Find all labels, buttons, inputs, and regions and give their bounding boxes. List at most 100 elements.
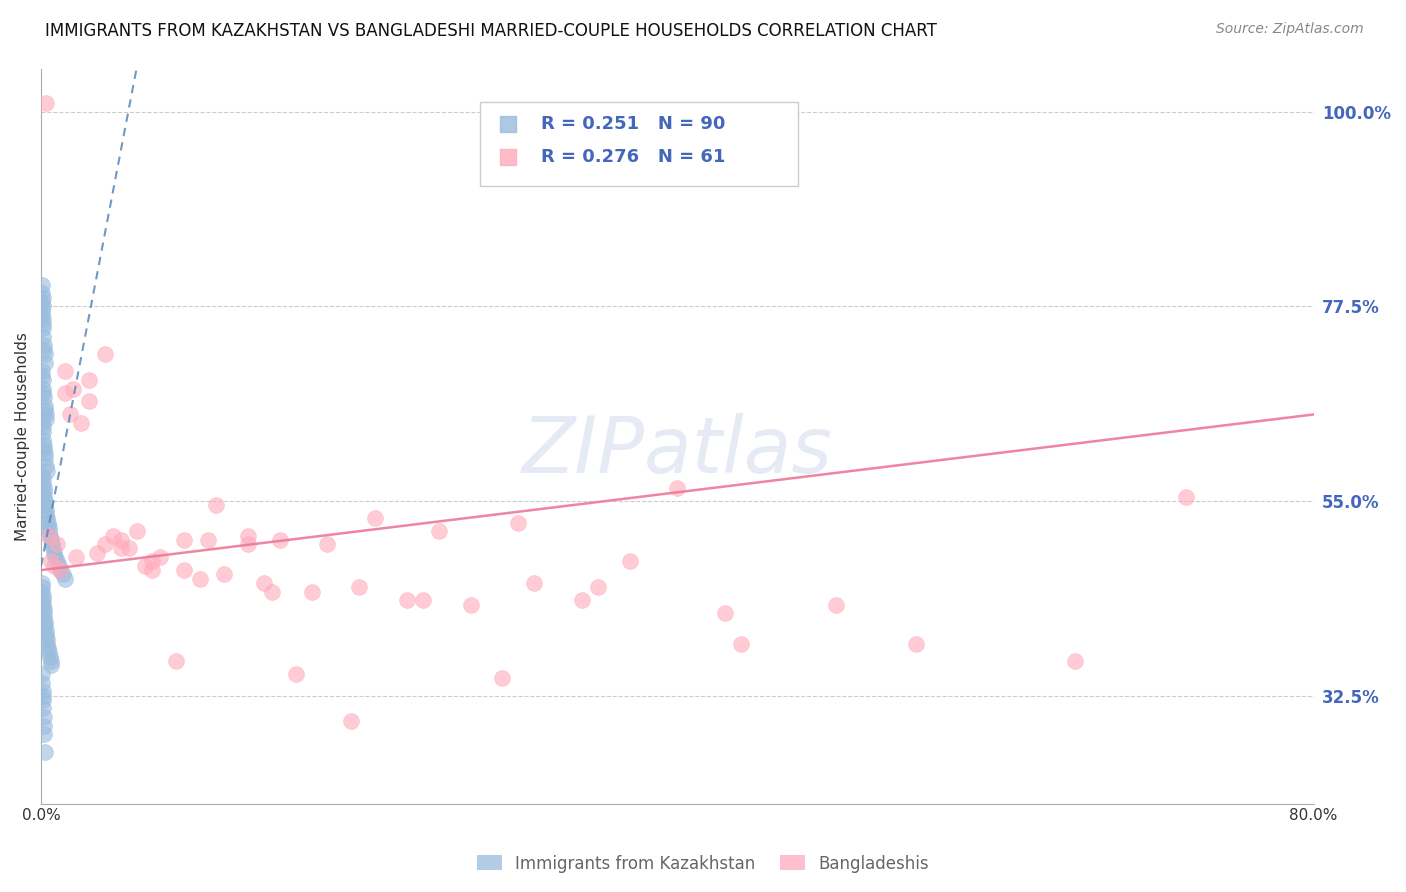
Point: [34, 446, 56, 460]
Point: [34, 408, 56, 422]
Point: [31, 420, 53, 434]
Point: [395, 593, 418, 607]
Point: [117, 541, 139, 556]
Point: [34, 619, 56, 633]
Point: [523, 576, 546, 591]
Point: [31, 321, 53, 335]
Point: [32, 701, 55, 715]
Point: [34, 745, 56, 759]
Point: [31, 368, 53, 383]
Point: [53, 572, 76, 586]
Point: [34, 355, 56, 369]
Point: [31, 472, 53, 486]
Point: [41, 658, 63, 673]
Point: [730, 637, 752, 651]
Point: [35, 632, 58, 647]
Text: IMMIGRANTS FROM KAZAKHSTAN VS BANGLADESHI MARRIED-COUPLE HOUSEHOLDS CORRELATION : IMMIGRANTS FROM KAZAKHSTAN VS BANGLADESH…: [45, 22, 936, 40]
Point: [34, 490, 56, 504]
Point: [35, 628, 58, 642]
Point: [35, 624, 58, 638]
Point: [31, 295, 53, 310]
Point: [77, 373, 100, 387]
Point: [41, 537, 63, 551]
Point: [141, 563, 163, 577]
Point: [34, 347, 56, 361]
Point: [35, 459, 58, 474]
Point: [412, 593, 434, 607]
Point: [42, 558, 65, 573]
Point: [32, 382, 55, 396]
Point: [32, 485, 55, 500]
Point: [31, 312, 53, 326]
Point: [34, 610, 56, 624]
Point: [31, 467, 53, 482]
Point: [125, 524, 148, 539]
Point: [32, 390, 55, 404]
Point: [32, 481, 55, 495]
Point: [31, 666, 53, 681]
Point: [93, 347, 115, 361]
Point: [904, 637, 927, 651]
Point: [31, 373, 53, 387]
Point: [364, 511, 387, 525]
Point: [32, 317, 55, 331]
Point: [32, 602, 55, 616]
Point: [37, 516, 59, 530]
Point: [77, 394, 100, 409]
Point: [34, 494, 56, 508]
Point: [35, 96, 58, 111]
Point: [35, 411, 58, 425]
Point: [38, 524, 60, 539]
Point: [349, 581, 371, 595]
Point: [31, 308, 53, 322]
Point: [269, 533, 291, 547]
Point: [34, 727, 56, 741]
Point: [32, 598, 55, 612]
Point: [70, 416, 93, 430]
Point: [491, 671, 513, 685]
Text: Source: ZipAtlas.com: Source: ZipAtlas.com: [1216, 22, 1364, 37]
Point: [53, 385, 76, 400]
Point: [236, 528, 259, 542]
Point: [46, 537, 69, 551]
Point: [48, 558, 70, 573]
Point: [34, 450, 56, 465]
Point: [37, 637, 59, 651]
Point: [53, 364, 76, 378]
Point: [31, 291, 53, 305]
Point: [38, 649, 60, 664]
Point: [619, 554, 641, 568]
Legend: Immigrants from Kazakhstan, Bangladeshis: Immigrants from Kazakhstan, Bangladeshis: [470, 848, 936, 880]
Point: [52, 567, 75, 582]
Point: [32, 338, 55, 352]
Point: [32, 385, 55, 400]
Point: [110, 541, 132, 556]
Point: [284, 666, 307, 681]
Point: [134, 558, 156, 573]
Point: [427, 524, 450, 539]
Point: [32, 329, 55, 343]
Point: [253, 576, 276, 591]
Point: [31, 303, 53, 318]
Point: [93, 537, 115, 551]
Point: [32, 299, 55, 313]
Point: [212, 567, 235, 582]
Point: [31, 684, 53, 698]
Point: [34, 615, 56, 629]
Point: [110, 533, 132, 547]
Point: [666, 481, 689, 495]
Point: [35, 507, 58, 521]
Point: [62, 382, 84, 396]
Point: [260, 584, 283, 599]
Point: [141, 554, 163, 568]
Point: [149, 550, 172, 565]
Point: [586, 581, 609, 595]
Point: [571, 593, 593, 607]
Point: [31, 675, 53, 690]
Point: [34, 403, 56, 417]
Point: [32, 710, 55, 724]
Point: [59, 408, 82, 422]
Point: [32, 476, 55, 491]
Point: [34, 442, 56, 456]
Point: [31, 589, 53, 603]
